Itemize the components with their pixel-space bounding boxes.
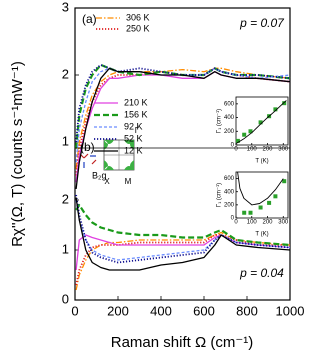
annotation: B₂g bbox=[92, 170, 107, 180]
x-axis-label: Raman shift Ω (cm⁻¹) bbox=[111, 334, 253, 351]
x-tick-label: 1000 bbox=[276, 303, 305, 318]
y-axis-label: Γ₁ (cm⁻¹) bbox=[217, 109, 223, 133]
data-point bbox=[248, 210, 253, 215]
y-tick-label: 600 bbox=[224, 101, 235, 107]
x-tick-label: 0 bbox=[234, 147, 238, 153]
legend-label: 92 K bbox=[124, 121, 143, 131]
annotation: p = 0.04 bbox=[239, 266, 284, 280]
series-line bbox=[75, 231, 291, 291]
legend-label: 250 K bbox=[126, 23, 150, 33]
series-line bbox=[235, 100, 287, 144]
series-line bbox=[75, 234, 290, 286]
legend-label: 52 K bbox=[124, 133, 143, 143]
x-axis-label: T (K) bbox=[255, 159, 268, 165]
legend-label: 306 K bbox=[126, 12, 150, 22]
y-tick-label: 400 bbox=[224, 189, 235, 195]
annotation: M bbox=[125, 177, 132, 186]
legend-label: 12 K bbox=[124, 145, 143, 155]
x-tick-label: 200 bbox=[263, 147, 274, 153]
data-point bbox=[248, 129, 253, 134]
y-tick-label: 0 bbox=[231, 216, 235, 222]
y-tick-label: 1 bbox=[62, 133, 69, 148]
x-tick-label: 400 bbox=[150, 303, 172, 318]
x-axis-label: T (K) bbox=[255, 232, 268, 238]
series-line bbox=[75, 64, 291, 143]
x-tick-label: 300 bbox=[278, 147, 289, 153]
y-tick-label: 1 bbox=[62, 241, 69, 256]
annotation: p = 0.07 bbox=[239, 16, 285, 30]
y-tick-label: 200 bbox=[224, 129, 235, 135]
x-tick-label: 600 bbox=[193, 303, 215, 318]
inset: 0 100 200 300 0 200 400 600 T (K) Γ₁ (cm⁻¹) bbox=[217, 171, 289, 238]
series-line bbox=[75, 194, 291, 264]
data-point bbox=[282, 179, 287, 184]
legend-label: 210 K bbox=[124, 97, 148, 107]
y-tick-label: 600 bbox=[224, 176, 235, 182]
x-tick-label: 800 bbox=[236, 303, 258, 318]
series-line bbox=[75, 203, 291, 247]
series-line bbox=[75, 197, 291, 271]
series-line bbox=[237, 171, 284, 206]
annotation: (b) bbox=[80, 140, 95, 154]
y-axis-label: Rχ''(Ω, T) (counts s⁻¹mW⁻¹) bbox=[9, 61, 26, 247]
x-tick-label: 200 bbox=[107, 303, 129, 318]
series-line bbox=[75, 67, 291, 189]
data-point bbox=[242, 210, 247, 215]
x-tick-label: 0 bbox=[71, 303, 78, 318]
inset: 0 100 200 300 0 200 400 600 T (K) Γ₁ (cm⁻¹) bbox=[217, 96, 289, 165]
plot-frame bbox=[74, 7, 291, 301]
annotation: (a) bbox=[82, 12, 97, 26]
y-tick-label: 400 bbox=[224, 115, 235, 121]
data-point bbox=[242, 132, 247, 137]
y-axis-label: Γ₁ (cm⁻¹) bbox=[217, 183, 223, 207]
y-tick-label: 0 bbox=[231, 143, 235, 149]
data-point bbox=[273, 107, 278, 112]
data-point bbox=[282, 101, 287, 106]
data-point bbox=[267, 200, 272, 205]
x-tick-label: 200 bbox=[263, 220, 274, 226]
data-point bbox=[258, 205, 263, 210]
x-tick-label: 0 bbox=[234, 220, 238, 226]
annotation: Γ bbox=[135, 126, 140, 135]
inset-frame bbox=[235, 171, 289, 219]
x-tick-label: 100 bbox=[247, 220, 258, 226]
annotation: X bbox=[104, 177, 110, 186]
y-tick-label: 2 bbox=[62, 66, 69, 81]
y-tick-label: 3 bbox=[62, 0, 69, 14]
y-tick-label: 0 bbox=[62, 291, 69, 306]
y-tick-label: 2 bbox=[62, 191, 69, 206]
data-point bbox=[273, 194, 278, 199]
data-point bbox=[235, 138, 240, 143]
y-tick-label: 200 bbox=[224, 202, 235, 208]
x-tick-label: 300 bbox=[278, 220, 289, 226]
series-line bbox=[75, 67, 291, 169]
x-tick-label: 100 bbox=[247, 147, 258, 153]
data-point bbox=[258, 120, 263, 125]
legend-label: 156 K bbox=[124, 109, 148, 119]
brillouin-zone-icon bbox=[79, 139, 135, 171]
